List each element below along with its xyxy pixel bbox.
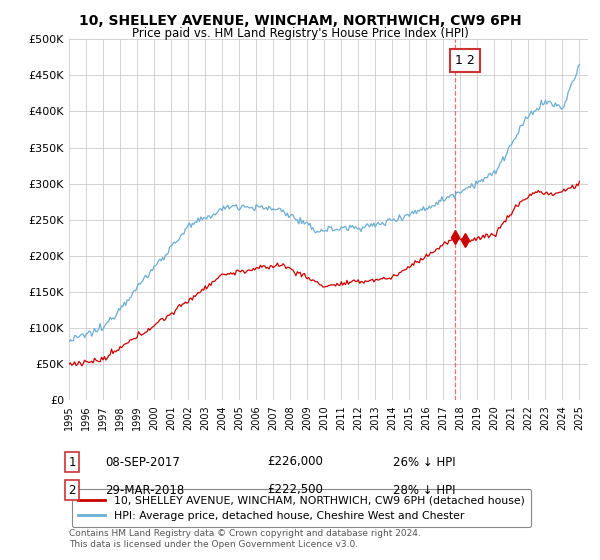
Text: 28% ↓ HPI: 28% ↓ HPI bbox=[393, 483, 455, 497]
Text: Price paid vs. HM Land Registry's House Price Index (HPI): Price paid vs. HM Land Registry's House … bbox=[131, 27, 469, 40]
Text: 1 2: 1 2 bbox=[455, 54, 475, 67]
Text: 10, SHELLEY AVENUE, WINCHAM, NORTHWICH, CW9 6PH: 10, SHELLEY AVENUE, WINCHAM, NORTHWICH, … bbox=[79, 14, 521, 28]
Legend: 10, SHELLEY AVENUE, WINCHAM, NORTHWICH, CW9 6PH (detached house), HPI: Average p: 10, SHELLEY AVENUE, WINCHAM, NORTHWICH, … bbox=[72, 489, 532, 528]
Text: 08-SEP-2017: 08-SEP-2017 bbox=[105, 455, 180, 469]
Text: 26% ↓ HPI: 26% ↓ HPI bbox=[393, 455, 455, 469]
Text: 29-MAR-2018: 29-MAR-2018 bbox=[105, 483, 184, 497]
Text: 2: 2 bbox=[68, 483, 76, 497]
Text: 1: 1 bbox=[68, 455, 76, 469]
Text: £222,500: £222,500 bbox=[267, 483, 323, 497]
Text: £226,000: £226,000 bbox=[267, 455, 323, 469]
Text: Contains HM Land Registry data © Crown copyright and database right 2024.
This d: Contains HM Land Registry data © Crown c… bbox=[69, 529, 421, 549]
